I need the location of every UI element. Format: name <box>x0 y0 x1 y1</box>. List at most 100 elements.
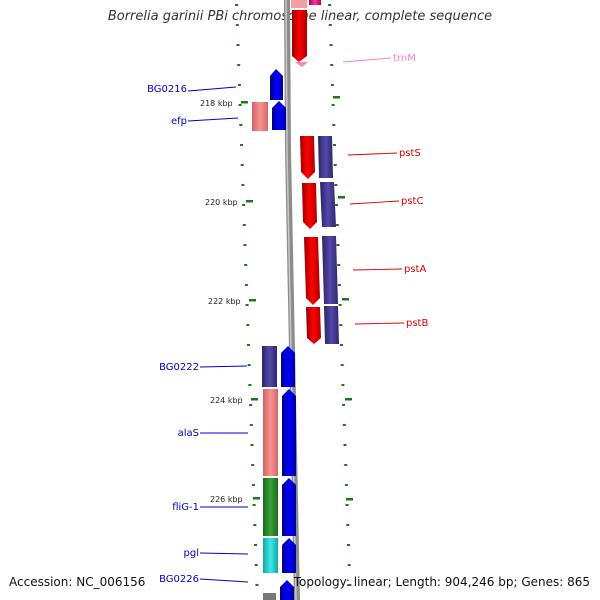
trna-trnm-feature <box>295 62 308 67</box>
major-tick <box>246 200 253 203</box>
minor-tick-right <box>330 64 334 66</box>
scale-ticks-left <box>235 4 259 586</box>
gene-label-bg0226: BG0226 <box>159 574 199 585</box>
leader-line-pstb <box>354 322 405 325</box>
major-tick <box>338 196 345 199</box>
gene-label-flig1: fliG-1 <box>172 502 199 513</box>
major-tick <box>345 398 352 401</box>
minor-tick-left <box>236 44 240 46</box>
major-tick <box>253 497 260 500</box>
gene-bg0216-feature <box>270 69 283 100</box>
minor-tick-right <box>335 224 339 226</box>
gene-label-pgl: pgl <box>184 548 199 559</box>
gene-feature-top-magenta <box>309 0 321 5</box>
scale-major-ticks <box>241 96 353 501</box>
leader-line-pgl <box>199 552 249 555</box>
gene-feature-top-pink <box>291 0 307 8</box>
gene-label-alas: alaS <box>178 428 199 439</box>
minor-tick-left <box>248 384 252 386</box>
minor-tick-left <box>240 144 243 146</box>
minor-tick-left <box>254 564 258 566</box>
left-label-leaders <box>187 86 249 583</box>
gene-pgl-feature <box>282 538 296 573</box>
gene-efp-cog-feature <box>252 102 268 131</box>
gene-label-bg0216: BG0216 <box>147 84 187 95</box>
minor-tick-left <box>238 104 242 106</box>
minor-tick-right <box>333 164 337 166</box>
major-tick <box>342 298 349 301</box>
gene-label-bg0222: BG0222 <box>159 362 199 373</box>
minor-tick-right <box>341 384 345 386</box>
right-label-leaders <box>342 57 405 325</box>
minor-tick-left <box>235 24 239 26</box>
minor-tick-left <box>237 64 241 66</box>
gene-bg0222-cog-feature <box>262 346 277 387</box>
leader-line-bg0226 <box>199 578 249 583</box>
minor-tick-right <box>330 84 334 86</box>
gene-bg0226-cog-feature <box>263 593 276 600</box>
major-tick <box>333 96 340 99</box>
gene-alas-cog-feature <box>263 389 278 476</box>
minor-tick-right <box>347 544 350 546</box>
scale-label-220kbp: 220 kbp <box>205 198 238 207</box>
gene-trnm-region-feature <box>292 10 307 62</box>
minor-tick-right <box>340 344 343 346</box>
minor-tick-right <box>345 504 349 506</box>
minor-tick-left <box>245 304 249 306</box>
leader-line-bg0222 <box>199 365 248 368</box>
minor-tick-left <box>244 284 248 286</box>
minor-tick-right <box>347 564 351 566</box>
minor-tick-right <box>342 404 346 406</box>
minor-tick-left <box>251 484 255 486</box>
gene-flig1-cog-feature <box>263 478 278 536</box>
scale-labels: 218 kbp 220 kbp 222 kbp 224 kbp 226 kbp <box>200 99 243 504</box>
minor-tick-right <box>337 264 341 266</box>
minor-tick-right <box>329 44 333 46</box>
minor-tick-left <box>249 424 253 426</box>
left-gene-labels: BG0216 efp BG0222 alaS fliG-1 pgl BG0226 <box>147 84 199 585</box>
gene-flig1-feature <box>282 478 296 536</box>
minor-tick-left <box>244 264 248 266</box>
minor-tick-right <box>337 284 341 286</box>
gene-psta-cog-feature <box>322 236 338 304</box>
leader-line-efp <box>187 117 239 122</box>
minor-tick-left <box>242 224 246 226</box>
minor-tick-left <box>235 4 239 6</box>
gene-label-trnm: trnM <box>393 53 416 64</box>
minor-tick-left <box>250 444 254 446</box>
gene-label-psts: pstS <box>399 148 421 159</box>
gene-pstc-cog-feature <box>320 182 336 227</box>
scale-label-224kbp: 224 kbp <box>210 396 243 405</box>
major-tick <box>249 299 256 302</box>
minor-tick-left <box>243 244 247 246</box>
accession-text: Accession: NC_006156 <box>9 575 146 589</box>
minor-tick-left <box>249 404 253 406</box>
leader-line-psta <box>352 268 403 271</box>
minor-tick-left <box>253 524 257 526</box>
minor-tick-right <box>332 124 336 126</box>
minor-tick-right <box>342 424 346 426</box>
minor-tick-left <box>247 344 250 346</box>
leader-line-trnm <box>342 57 392 63</box>
minor-tick-right <box>336 244 340 246</box>
gene-pgl-cog-feature <box>263 538 278 573</box>
minor-tick-right <box>335 204 339 206</box>
minor-tick-left <box>237 84 241 86</box>
minor-tick-right <box>344 464 348 466</box>
minor-tick-right <box>328 4 332 6</box>
minor-tick-left <box>252 504 256 506</box>
gene-pstb-cog-feature <box>324 306 339 344</box>
gene-psts-feature <box>300 136 315 179</box>
gene-bg0222-feature <box>281 346 295 387</box>
minor-tick-left <box>240 164 244 166</box>
right-gene-labels: trnM pstS pstC pstA pstB <box>393 53 428 329</box>
gene-psts-cog-feature <box>318 136 333 178</box>
gene-label-efp: efp <box>171 116 187 127</box>
minor-tick-right <box>346 524 350 526</box>
minor-tick-left <box>255 584 259 586</box>
minor-tick-right <box>333 144 336 146</box>
scale-ticks-right <box>328 4 352 586</box>
minor-tick-left <box>247 364 251 366</box>
